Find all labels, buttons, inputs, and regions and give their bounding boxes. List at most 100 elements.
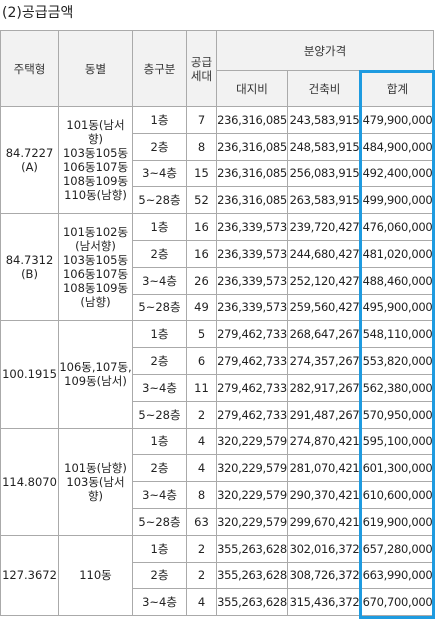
type-cell: 84.7227 (A)	[0, 105, 59, 215]
cell: 308,726,372	[287, 561, 362, 590]
cell: 244,680,427	[287, 239, 362, 268]
cell: 49	[186, 293, 217, 322]
cell: 5~28층	[132, 400, 187, 429]
cell: 8	[186, 132, 217, 161]
cell: 236,339,573	[216, 239, 288, 268]
building-line: 109동(남서)	[64, 374, 127, 389]
building-line: 110동(남향)	[64, 188, 127, 203]
cell: 355,263,628	[216, 534, 288, 563]
cell: 1층	[132, 106, 187, 134]
cell: 290,370,421	[287, 481, 362, 509]
cell: 26	[186, 266, 217, 295]
type-line: (B)	[21, 267, 38, 282]
cell: 243,583,915	[287, 106, 362, 134]
cell: 279,462,733	[216, 347, 288, 375]
row: 100.1915 106동,107동, 109동(남서) 1층 5 279,462,733…	[0, 320, 435, 429]
price-table: 주택형 동별 층구분 공급 세대 분양가격 대지비 건축비 합계 84.7227(…	[0, 30, 435, 617]
header-line: 공급	[190, 54, 213, 69]
building-line: 101동102동	[62, 225, 129, 240]
cell: 3~4층	[132, 373, 187, 402]
title: (2)공급금액	[2, 5, 74, 21]
cell: 4	[186, 427, 217, 456]
header-cell: 건축비	[287, 70, 362, 107]
header-cell: 동별	[58, 30, 133, 107]
row: 127.3672 110동 1층 2 355,263,628 302,016,372 657…	[0, 534, 435, 617]
cell: 236,339,573	[216, 213, 288, 241]
row: 3~4층 26 236,339,573 252,120,427 488,460,000	[1, 266, 435, 295]
cell: 274,357,267	[287, 347, 362, 375]
cell: 16	[186, 239, 217, 268]
cell: 2	[186, 561, 217, 590]
header-cell: 주택형	[0, 30, 59, 107]
header-cell: 공급 세대	[186, 30, 217, 107]
row: 3~4층 11 279,462,733 282,917,267 562,380,000	[1, 373, 435, 402]
cell: 595,100,000	[360, 427, 435, 456]
cell: 299,670,421	[287, 507, 362, 536]
header-cell: 분양가격	[215, 30, 435, 71]
cell: 5~28층	[132, 186, 187, 215]
cell: 2층	[132, 347, 187, 375]
cell: 2층	[132, 561, 187, 590]
cell: 2층	[132, 132, 187, 161]
cell: 3~4층	[132, 588, 187, 617]
building-cell: 101동(남서향) 103동105동 106동107동 108동109동 110동(남향…	[58, 105, 133, 215]
building-cell: 110동	[58, 534, 133, 617]
cell: 236,339,573	[216, 293, 288, 322]
cell: 302,016,372	[287, 534, 362, 563]
header-cell: 층구분	[132, 30, 187, 107]
cell: 499,900,000	[360, 186, 435, 215]
cell: 279,462,733	[216, 373, 288, 402]
building-line: 101동(남서향)	[66, 118, 125, 147]
row: 114.8070 101동(남향) 103동(남서향) 1층 4 320,229,579 2…	[0, 427, 435, 536]
cell: 1층	[132, 534, 187, 563]
cell: 670,700,000	[360, 588, 435, 617]
type-line: 84.7312	[5, 253, 54, 268]
cell: 320,229,579	[216, 481, 288, 509]
cell: 259,560,427	[287, 293, 362, 322]
cell: 1층	[132, 427, 187, 456]
row: 5~28층 2 279,462,733 291,487,267 570,950,000	[1, 400, 435, 429]
type-line: 84.7227	[5, 146, 54, 161]
type-cell: 114.8070	[0, 427, 59, 536]
row: 3~4층 8 320,229,579 290,370,421 610,600,000	[1, 481, 435, 509]
cell: 268,647,267	[287, 320, 362, 349]
highlight-box	[359, 70, 435, 619]
type-line: 127.3672	[2, 568, 57, 583]
cell: 15	[186, 159, 217, 188]
cell: 488,460,000	[360, 266, 435, 295]
cell: 282,917,267	[287, 373, 362, 402]
cell: 236,316,085	[216, 186, 288, 215]
cell: 320,229,579	[216, 454, 288, 483]
building-line: 108동109동	[62, 281, 129, 296]
type-cell: 127.3672	[0, 534, 59, 617]
cell: 236,316,085	[216, 132, 288, 161]
cell: 52	[186, 186, 217, 215]
row: 3~4층 4 355,263,628 315,436,372 670,700,000	[1, 588, 435, 617]
cell: 7	[186, 106, 217, 134]
cell: 63	[186, 507, 217, 536]
building-cell: 101동102동 (남서향) 103동105동 106동107동 108동109동 (남향…	[58, 213, 133, 322]
building-line: 103동(남서향)	[66, 474, 125, 503]
cell: 8	[186, 481, 217, 509]
cell: 657,280,000	[360, 534, 435, 563]
cell: 315,436,372	[287, 588, 362, 617]
cell: 279,462,733	[216, 320, 288, 349]
building-line: 108동109동	[62, 174, 129, 189]
cell: 4	[186, 588, 217, 617]
cell: 355,263,628	[216, 588, 288, 617]
cell: 263,583,915	[287, 186, 362, 215]
cell: 236,316,085	[216, 159, 288, 188]
row: 2층 6 279,462,733 274,357,267 553,820,000	[1, 347, 435, 375]
cell: 562,380,000	[360, 373, 435, 402]
building-line: (남서향)	[75, 239, 116, 254]
cell: 3~4층	[132, 159, 187, 188]
cell: 2층	[132, 239, 187, 268]
cell: 2층	[132, 454, 187, 483]
building-line: 106동107동	[62, 160, 129, 175]
cell: 663,990,000	[360, 561, 435, 590]
row: 2층 2 355,263,628 308,726,372 663,990,000	[1, 561, 435, 590]
header-cell: 대지비	[216, 70, 288, 107]
building-cell: 101동(남향) 103동(남서향)	[58, 427, 133, 536]
building-cell: 106동,107동, 109동(남서)	[58, 320, 133, 429]
